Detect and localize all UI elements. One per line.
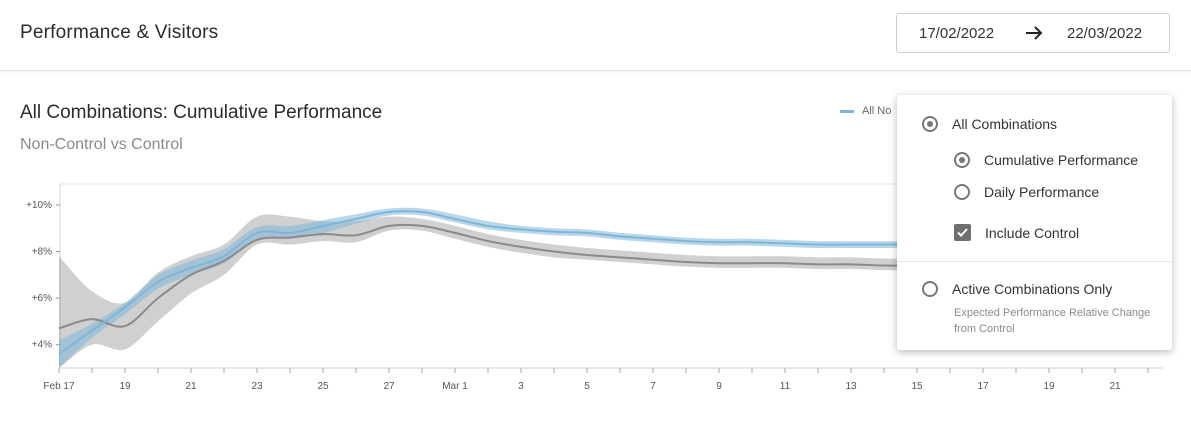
option-active-label: Active Combinations Only bbox=[952, 281, 1113, 297]
x-tick-label: 17 bbox=[977, 381, 989, 392]
radio-unselected-icon[interactable] bbox=[922, 281, 938, 297]
option-active-combinations[interactable]: Active Combinations Only bbox=[922, 281, 1112, 297]
radio-unselected-icon[interactable] bbox=[954, 184, 970, 200]
x-tick-label: 19 bbox=[1043, 381, 1055, 392]
x-tick-label: 3 bbox=[518, 381, 524, 392]
checkbox-checked-icon[interactable] bbox=[954, 224, 971, 241]
option-active-hint: Expected Performance Relative Change fro… bbox=[954, 307, 1151, 335]
header-bar: Performance & Visitors 17/02/2022 22/03/… bbox=[0, 0, 1191, 71]
x-tick-label: 21 bbox=[185, 381, 197, 392]
x-tick-label: 5 bbox=[584, 381, 590, 392]
option-daily-performance[interactable]: Daily Performance bbox=[954, 184, 1099, 200]
option-include-control-label: Include Control bbox=[985, 224, 1080, 241]
radio-selected-icon[interactable] bbox=[954, 152, 970, 168]
option-daily-label: Daily Performance bbox=[984, 184, 1100, 200]
option-cumulative-performance[interactable]: Cumulative Performance bbox=[954, 152, 1138, 168]
legend-label: All No bbox=[862, 105, 892, 117]
date-range-picker[interactable]: 17/02/2022 22/03/2022 bbox=[896, 13, 1170, 53]
x-tick-label: Feb 17 bbox=[43, 381, 75, 392]
y-tick-label: +10% bbox=[26, 200, 52, 211]
y-tick-label: +6% bbox=[32, 293, 52, 304]
x-tick-label: 19 bbox=[119, 381, 131, 392]
chart-subtitle: Non-Control vs Control bbox=[20, 136, 183, 153]
date-start[interactable]: 17/02/2022 bbox=[919, 25, 995, 42]
option-cumulative-label: Cumulative Performance bbox=[984, 152, 1139, 168]
series-band-control bbox=[59, 214, 917, 368]
chart-title: All Combinations: Cumulative Performance bbox=[20, 102, 383, 123]
x-tick-label: 27 bbox=[383, 381, 395, 392]
chart-options-popup: All Combinations Cumulative Performance … bbox=[897, 95, 1172, 350]
option-all-combinations-label: All Combinations bbox=[952, 116, 1058, 132]
x-tick-label: 15 bbox=[911, 381, 923, 392]
x-tick-label: 21 bbox=[1109, 381, 1121, 392]
x-tick-label: 9 bbox=[716, 381, 722, 392]
option-include-control[interactable]: Include Control bbox=[954, 224, 1079, 241]
x-tick-label: 7 bbox=[650, 381, 656, 392]
chart-legend[interactable]: All No bbox=[840, 105, 891, 117]
x-tick-label: 25 bbox=[317, 381, 329, 392]
option-all-combinations[interactable]: All Combinations bbox=[922, 116, 1057, 132]
y-tick-label: +8% bbox=[32, 247, 52, 258]
radio-selected-icon[interactable] bbox=[922, 116, 938, 132]
x-tick-label: 11 bbox=[780, 381, 791, 392]
arrow-right-icon bbox=[1025, 25, 1043, 45]
y-tick-label: +4% bbox=[32, 340, 52, 351]
series-line-control[interactable] bbox=[58, 223, 918, 330]
series-line-non-control[interactable] bbox=[58, 210, 917, 355]
popup-divider bbox=[897, 261, 1172, 262]
legend-swatch bbox=[840, 109, 854, 113]
x-tick-label: 13 bbox=[845, 381, 857, 392]
x-tick-label: 23 bbox=[251, 381, 263, 392]
page-title: Performance & Visitors bbox=[20, 22, 219, 43]
date-end[interactable]: 22/03/2022 bbox=[1067, 25, 1143, 42]
x-tick-label: Mar 1 bbox=[442, 381, 468, 392]
